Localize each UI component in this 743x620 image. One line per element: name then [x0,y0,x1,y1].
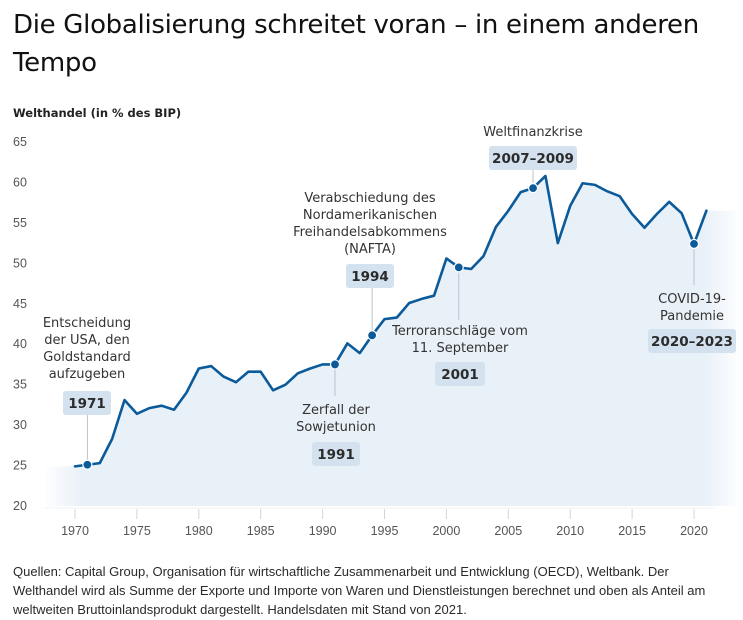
chart-svg: 20 25 30 35 40 45 50 55 60 65 1970 1975 1980 1985 1990… [13,125,743,538]
x-tick-label: 1995 [371,524,399,538]
x-tick-label: 2020 [680,524,708,538]
x-tick-label: 1980 [185,524,213,538]
annotation-text: Goldstandard [43,350,131,365]
axes-layer: 20 25 30 35 40 45 50 55 60 65 1970 1975 1980 1985 1990… [13,135,715,538]
year-badge-label: 1994 [351,269,389,285]
y-tick-label: 20 [13,499,27,513]
x-tick-label: 2015 [618,524,646,538]
annotation-text: Nordamerikanischen [303,208,437,223]
y-tick-label: 25 [13,459,27,473]
annotation-text: Weltfinanzkrise [483,125,583,140]
year-badge-label: 1971 [68,396,106,412]
area-fill [45,175,737,506]
annotation-text: der USA, den [44,333,129,348]
series-line [73,174,708,468]
annotations-layer: Entscheidung der USA, den Goldstandard aufz… [43,125,736,470]
event-marker [367,330,378,341]
x-tick-label: 1990 [309,524,337,538]
year-badge [489,146,577,170]
y-tick-label: 40 [13,337,27,351]
y-tick-label: 45 [13,297,27,311]
area-fade-right [702,142,743,506]
y-tick-label: 60 [13,175,27,189]
annotation-text: Pandemie [660,309,724,324]
year-badge [346,264,394,288]
leader-lines [86,170,695,461]
annotation-text: Entscheidung [43,316,131,331]
y-tick-label: 35 [13,378,27,392]
source-note: Quellen: Capital Group, Organisation für… [13,564,706,617]
x-tick-label: 2000 [432,524,460,538]
y-axis-title: Welthandel (in % des BIP) [13,106,182,120]
y-tick-label: 55 [13,216,27,230]
event-marker [527,183,539,194]
event-marker [688,238,700,250]
x-tick-label: 1985 [247,524,275,538]
annotation-text: COVID-19- [658,292,726,307]
x-tick-label: 1970 [61,524,89,538]
line-layer [73,174,708,468]
year-badge [63,391,111,415]
y-tick-label: 65 [13,135,27,149]
annotation-text: 11. September [412,341,509,356]
y-tick-label: 50 [13,256,27,270]
annotation-text: Sowjetunion [296,420,376,435]
year-badge [312,442,360,466]
event-marker [329,359,341,370]
annotation-text: Terroranschläge vom [391,324,528,339]
event-marker [453,262,464,273]
annotation-text: Verabschiedung des [304,191,436,206]
annotation-text: (NAFTA) [344,242,396,257]
year-badge-label: 2007–2009 [492,151,574,167]
year-badge [648,329,736,353]
area-layer [43,142,743,506]
annotation-text: aufzugeben [49,367,126,382]
area-fade-left [43,142,83,506]
year-badge-label: 2020–2023 [651,334,733,350]
annotation-text: Freihandelsabkommens [293,225,447,240]
x-tick-label: 2005 [494,524,522,538]
y-tick-label: 30 [13,418,27,432]
chart-title: Die Globalisierung schreitet voran – in … [13,10,699,78]
event-marker [82,459,93,470]
year-badge [435,362,485,386]
x-tick-label: 1975 [123,524,151,538]
annotation-text: Zerfall der [302,403,370,418]
year-badge-label: 1991 [317,447,355,463]
x-tick-label: 2010 [556,524,584,538]
year-badge-label: 2001 [441,367,479,383]
